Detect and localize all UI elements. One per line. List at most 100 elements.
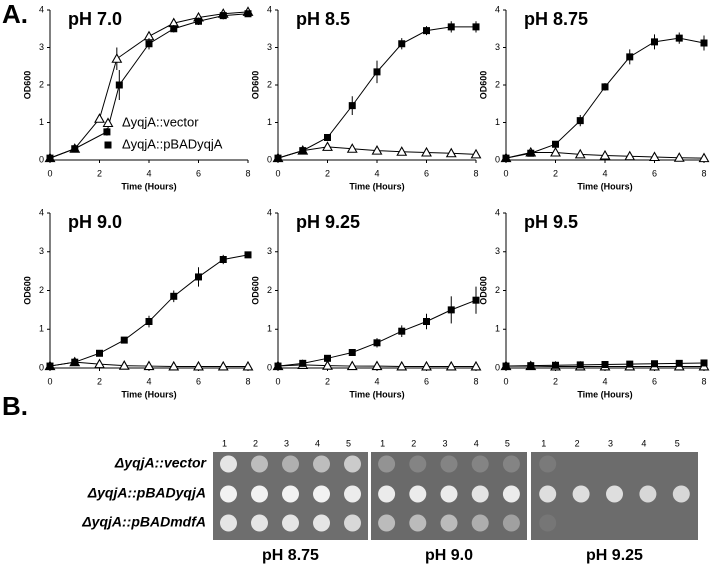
colony-spot (539, 455, 557, 473)
colony-spot (471, 514, 489, 532)
x-tick-label: 6 (652, 376, 657, 386)
y-tick-label: 2 (267, 285, 272, 295)
x-tick-label: 4 (146, 376, 151, 386)
triangle-marker (371, 145, 383, 155)
legend-marker (104, 141, 112, 149)
square-marker (348, 349, 356, 356)
column-number: 4 (641, 438, 646, 448)
y-tick-label: 1 (267, 117, 272, 127)
chart: 0 1 2 3 4 0 2 4 6 8 Time (Hours) OD600 pH 9.25 (250, 207, 482, 399)
plate-label: pH 9.25 (586, 547, 643, 564)
x-tick-label: 0 (47, 168, 52, 178)
column-number: 1 (222, 438, 227, 448)
column-number: 5 (675, 438, 680, 448)
square-marker (576, 117, 584, 125)
square-marker (46, 154, 54, 162)
column-number: 4 (474, 438, 479, 448)
triangle-marker (371, 360, 383, 371)
square-marker (472, 296, 480, 304)
x-tick-label: 8 (701, 168, 706, 178)
triangle-marker (470, 148, 482, 159)
column-number: 1 (541, 438, 546, 448)
colony-spot (639, 485, 657, 503)
x-tick-label: 8 (473, 376, 478, 386)
x-tick-label: 0 (503, 168, 508, 178)
y-tick-label: 3 (39, 42, 44, 52)
x-tick-label: 6 (424, 168, 429, 178)
y-axis-label: OD600 (478, 276, 488, 305)
y-tick-label: 1 (495, 117, 500, 127)
colony-spot (409, 514, 427, 532)
colony-spot (251, 485, 268, 503)
x-axis-label: Time (Hours) (121, 389, 176, 399)
series-line (505, 37, 705, 159)
column-number: 1 (380, 438, 385, 448)
colony-spot (220, 455, 237, 473)
x-tick-label: 0 (275, 376, 280, 386)
colony-spot (502, 485, 520, 503)
column-number: 3 (608, 438, 613, 448)
y-tick-label: 0 (267, 362, 272, 372)
square-marker (552, 140, 559, 148)
square-marker (120, 336, 128, 344)
colony-spot (344, 485, 361, 503)
square-marker (71, 358, 79, 366)
square-marker (219, 256, 227, 263)
y-axis-label: OD600 (250, 71, 260, 100)
colony-spot (409, 485, 427, 503)
square-marker (651, 360, 658, 368)
square-marker (651, 38, 658, 46)
y-tick-label: 0 (495, 362, 500, 372)
square-marker (115, 81, 123, 89)
x-tick-label: 8 (245, 168, 250, 178)
colony-spot (672, 485, 690, 503)
square-marker (195, 273, 202, 281)
triangle-marker (346, 360, 358, 371)
colony-spot (539, 485, 557, 503)
x-tick-label: 0 (503, 376, 508, 386)
column-number: 4 (315, 438, 320, 448)
square-marker (675, 34, 683, 42)
colony-spot (440, 485, 458, 503)
column-number: 5 (346, 438, 351, 448)
colony-spot (313, 455, 330, 473)
y-tick-label: 2 (495, 285, 500, 295)
x-tick-label: 4 (146, 168, 151, 178)
y-tick-label: 1 (39, 324, 44, 334)
square-marker (170, 292, 178, 300)
x-axis-label: Time (Hours) (577, 389, 632, 399)
square-marker (145, 318, 153, 325)
square-marker (527, 149, 535, 157)
colony-spot (251, 514, 268, 532)
triangle-marker (168, 360, 180, 371)
colony-spot (282, 455, 299, 473)
square-marker (447, 306, 455, 314)
square-marker (299, 147, 307, 155)
chart: 0 1 2 3 4 0 2 4 6 8 Time (Hours) OD600 pH 8.75 (478, 4, 710, 191)
chart: 0 1 2 3 4 0 2 4 6 8 Time (Hours) OD600 pH 9.5 (478, 207, 710, 399)
triangle-marker (242, 360, 254, 371)
triangle-marker (396, 146, 408, 156)
square-marker (576, 361, 584, 369)
column-number: 3 (442, 438, 447, 448)
x-axis-label: Time (Hours) (121, 181, 176, 191)
colony-spot (220, 485, 237, 503)
chart-title: pH 9.5 (524, 212, 578, 232)
x-axis-label: Time (Hours) (577, 181, 632, 191)
row-label: ΔyqjA::pBADmdfA (81, 514, 206, 530)
x-axis-label: Time (Hours) (349, 181, 404, 191)
triangle-marker (94, 113, 105, 123)
triangle-marker (111, 53, 123, 63)
y-tick-label: 0 (267, 154, 272, 164)
x-tick-label: 2 (97, 376, 102, 386)
square-marker (103, 128, 111, 136)
y-tick-label: 1 (267, 324, 272, 334)
triangle-marker (574, 148, 586, 159)
y-tick-label: 3 (495, 42, 500, 52)
legend-label: ΔyqjA::vector (122, 114, 199, 129)
square-marker (96, 349, 103, 357)
square-marker (170, 25, 178, 33)
colony-spot (313, 514, 330, 532)
square-marker (675, 359, 683, 367)
